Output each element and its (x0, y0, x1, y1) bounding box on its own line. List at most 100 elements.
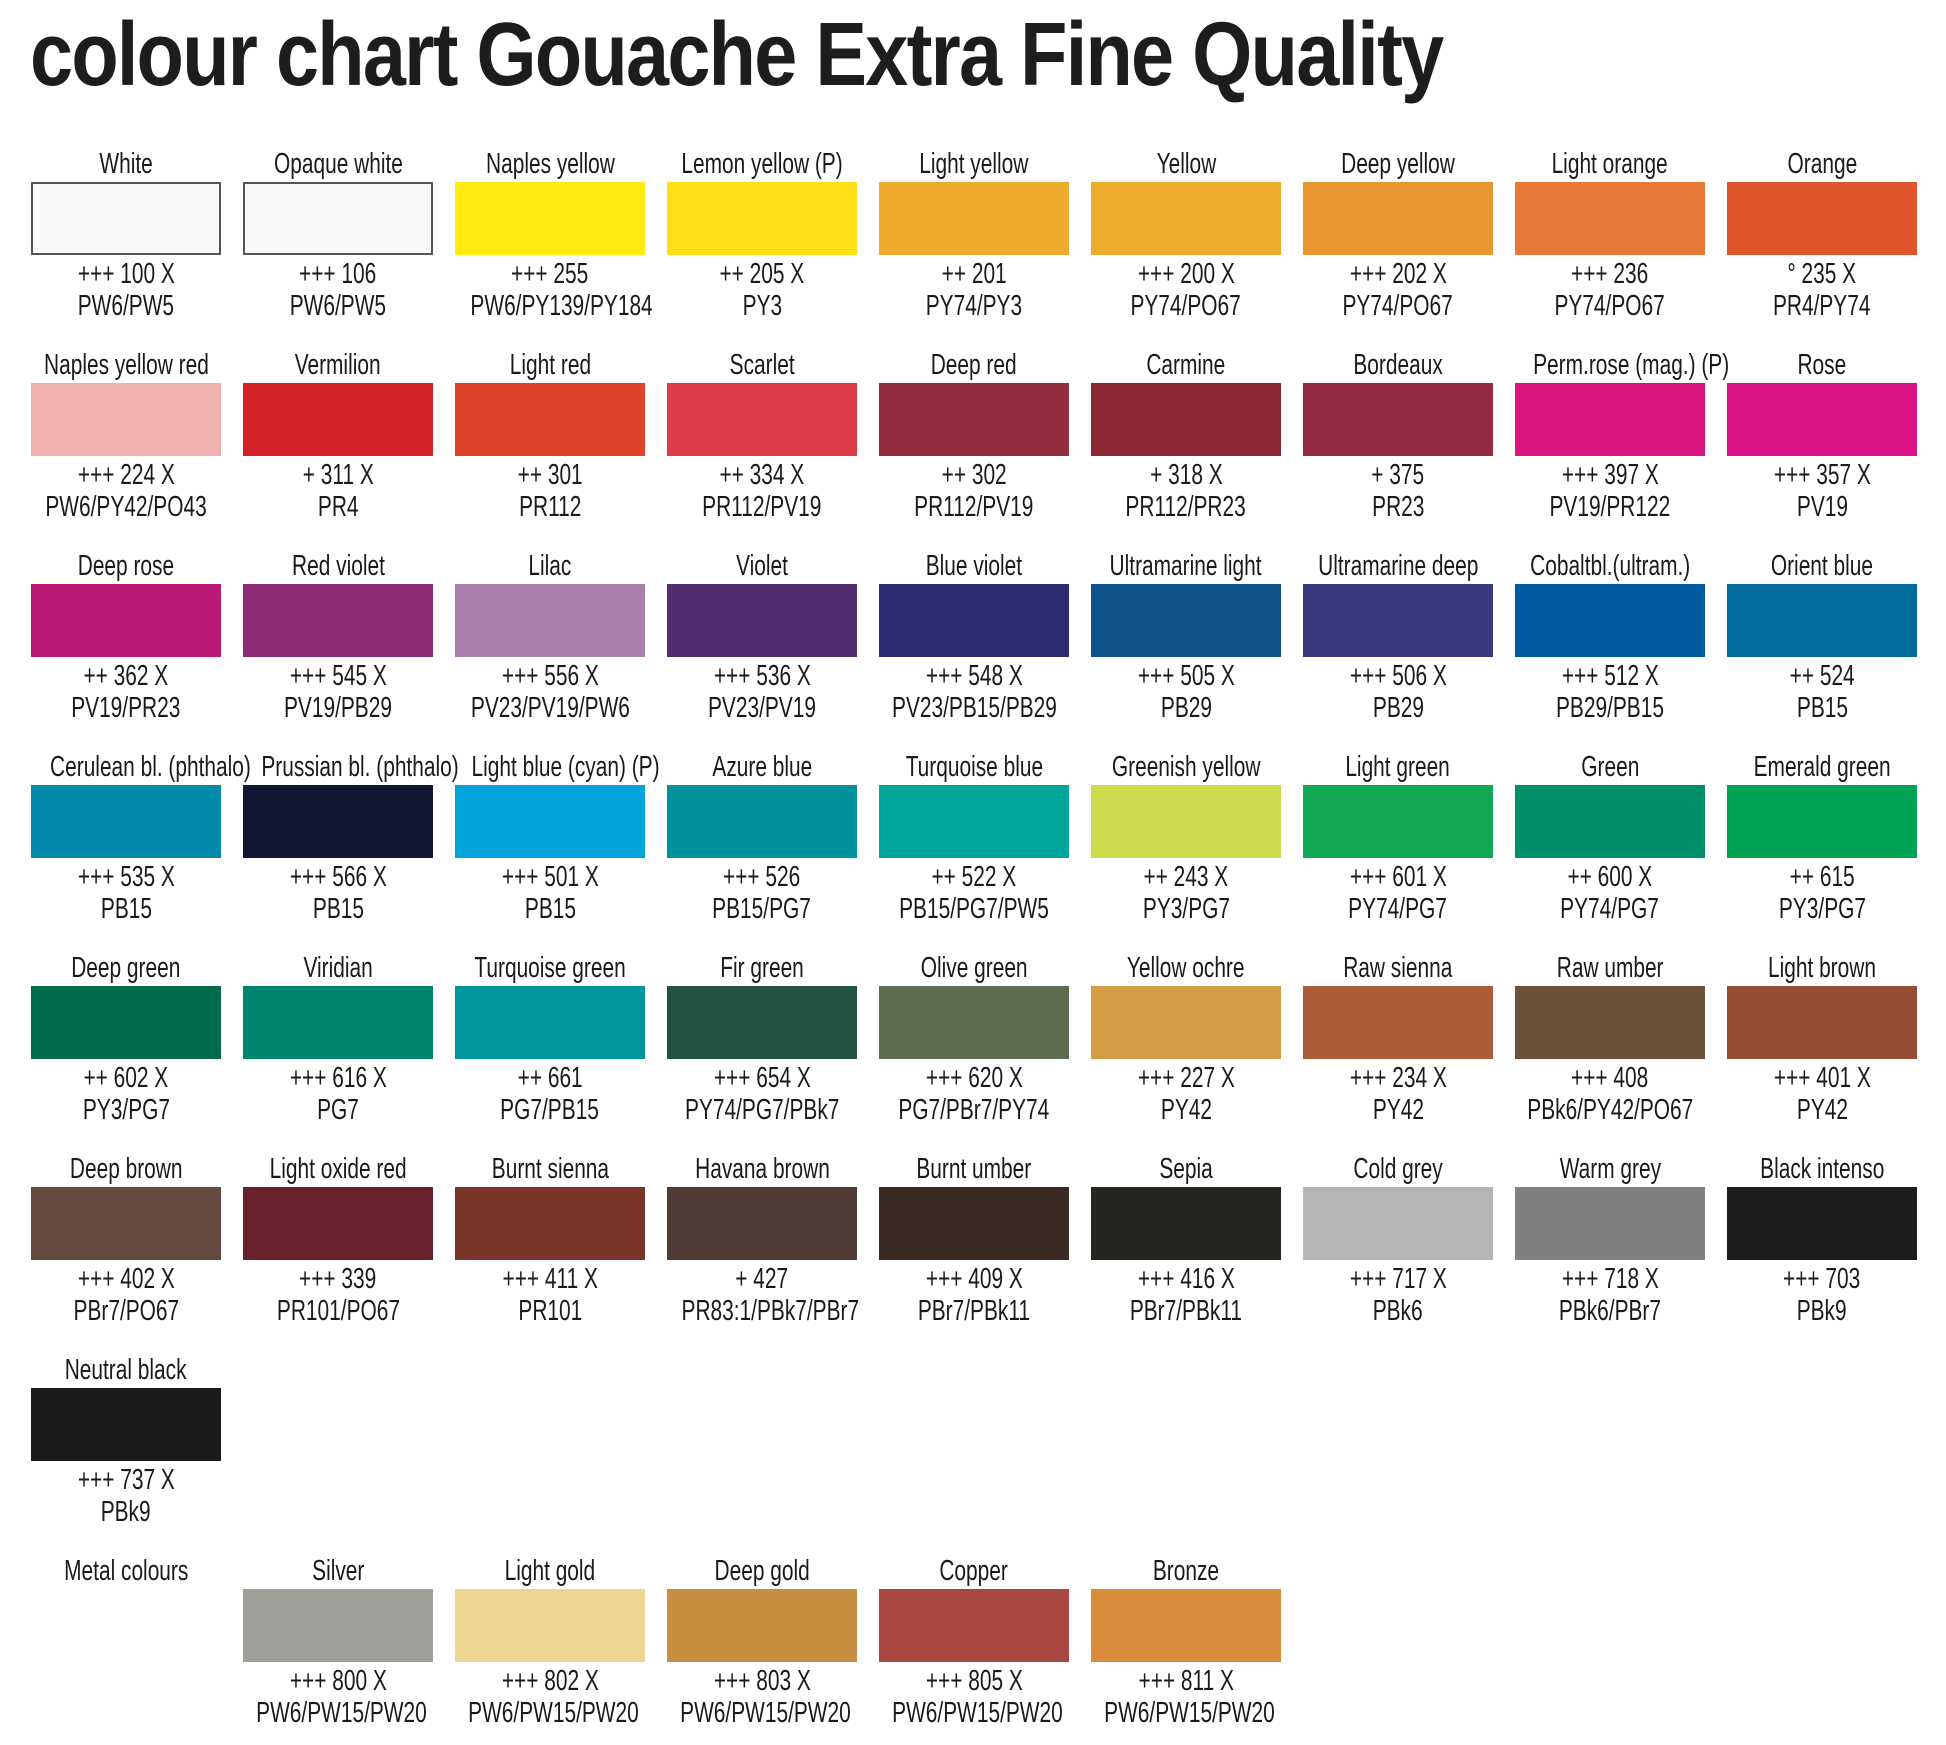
colour-swatch (1303, 182, 1493, 255)
colour-code-text: ++ 602 X (83, 1062, 169, 1094)
colour-name: Cold grey (1283, 1153, 1513, 1186)
pigment-codes-text: PY74/PG7 (1348, 893, 1448, 925)
colour-name-text: Naples yellow red (43, 349, 209, 381)
colour-swatch (1727, 584, 1917, 657)
colour-swatch-card: Green ++ 600 X PY74/PG7 (1515, 751, 1705, 941)
colour-name-text: Lilac (528, 550, 572, 582)
colour-code-text: ++ 243 X (1143, 861, 1229, 893)
colour-swatch (1303, 1187, 1493, 1260)
colour-swatch-card: Light brown +++ 401 X PY42 (1727, 952, 1917, 1142)
pigment-codes: PY74/PO67 (1495, 290, 1725, 323)
pigment-codes-text: PV19/PB29 (284, 692, 392, 724)
colour-swatch (879, 785, 1069, 858)
colour-code-text: +++ 505 X (1137, 660, 1235, 692)
colour-code: +++ 545 X (223, 660, 453, 693)
colour-swatch (31, 1388, 221, 1461)
colour-name: White (11, 148, 241, 181)
colour-swatch-card: Rose +++ 357 X PV19 (1727, 349, 1917, 539)
colour-code-text: +++ 601 X (1349, 861, 1447, 893)
colour-swatch (455, 1589, 645, 1662)
colour-name-text: Red violet (291, 550, 385, 582)
colour-code: ++ 522 X (859, 861, 1089, 894)
colour-name-text: Light oxide red (269, 1153, 407, 1185)
colour-swatch (1727, 986, 1917, 1059)
colour-swatch-card: Black intenso +++ 703 PBk9 (1727, 1153, 1917, 1343)
colour-swatch (455, 383, 645, 456)
pigment-codes-text: PB29 (1372, 692, 1424, 724)
colour-name: Neutral black (11, 1354, 241, 1387)
pigment-codes-text: PY74/PY3 (925, 290, 1023, 322)
pigment-codes-text: PW6/PW15/PW20 (680, 1697, 851, 1729)
pigment-codes: PR112/PV19 (647, 491, 877, 524)
colour-swatch-card: Orient blue ++ 524 PB15 (1727, 550, 1917, 740)
colour-name: Greenish yellow (1071, 751, 1301, 784)
colour-name-text: Vermilion (295, 349, 381, 381)
colour-swatch (1091, 182, 1281, 255)
colour-swatch (243, 182, 433, 255)
colour-swatch (1515, 785, 1705, 858)
colour-code: +++ 811 X (1071, 1665, 1301, 1698)
pigment-codes-text: PY3/PG7 (1778, 893, 1866, 925)
pigment-codes: PW6/PW15/PW20 (647, 1697, 877, 1730)
colour-name: Light yellow (859, 148, 1089, 181)
colour-name: Yellow ochre (1071, 952, 1301, 985)
colour-swatch-card: Raw umber +++ 408 PBk6/PY42/PO67 (1515, 952, 1705, 1142)
pigment-codes-text: PY74/PO67 (1342, 290, 1454, 322)
colour-code-text: +++ 106 (299, 258, 377, 290)
colour-name: Scarlet (647, 349, 877, 382)
colour-name: Light red (435, 349, 665, 382)
colour-swatch-card: Viridian +++ 616 X PG7 (243, 952, 433, 1142)
pigment-codes: PV19/PB29 (223, 692, 453, 725)
pigment-codes-text: PR23 (1371, 491, 1425, 523)
colour-swatch-card: Violet +++ 536 X PV23/PV19 (667, 550, 857, 740)
colour-swatch (31, 1187, 221, 1260)
colour-name: Light brown (1707, 952, 1937, 985)
colour-name: Light orange (1495, 148, 1725, 181)
pigment-codes-text: PB15 (1796, 692, 1848, 724)
colour-code-text: + 311 X (302, 459, 374, 491)
colour-name-text: Burnt umber (916, 1153, 1032, 1185)
colour-name-text: Silver (311, 1555, 365, 1587)
colour-swatch-card: Red violet +++ 545 X PV19/PB29 (243, 550, 433, 740)
pigment-codes: PW6/PY42/PO43 (11, 491, 241, 524)
pigment-codes-text: PW6/PW15/PW20 (892, 1697, 1063, 1729)
colour-code-text: ++ 522 X (931, 861, 1017, 893)
colour-name: Deep brown (11, 1153, 241, 1186)
colour-swatch (1303, 383, 1493, 456)
colour-swatch (1091, 1589, 1281, 1662)
colour-code: ++ 334 X (647, 459, 877, 492)
colour-swatch (1091, 986, 1281, 1059)
colour-code: +++ 718 X (1495, 1263, 1725, 1296)
colour-swatch-card: Olive green +++ 620 X PG7/PBr7/PY74 (879, 952, 1069, 1142)
colour-name-text: Scarlet (729, 349, 795, 381)
colour-swatch-card: Azure blue +++ 526 PB15/PG7 (667, 751, 857, 941)
colour-code: + 311 X (223, 459, 453, 492)
pigment-codes-text: PBr7/PBk11 (1129, 1295, 1243, 1327)
colour-swatch-card: Yellow ochre +++ 227 X PY42 (1091, 952, 1281, 1142)
colour-swatch (1091, 383, 1281, 456)
colour-name-text: Deep red (931, 349, 1017, 381)
colour-code: +++ 339 (223, 1263, 453, 1296)
pigment-codes: PB29 (1071, 692, 1301, 725)
colour-code: +++ 401 X (1707, 1062, 1937, 1095)
colour-code-text: +++ 616 X (289, 1062, 387, 1094)
colour-code-text: +++ 512 X (1561, 660, 1659, 692)
colour-swatch-card: Raw sienna +++ 234 X PY42 (1303, 952, 1493, 1142)
pigment-codes: PW6/PW15/PW20 (223, 1697, 453, 1730)
colour-swatch (31, 785, 221, 858)
colour-swatch-card: Bronze +++ 811 X PW6/PW15/PW20 (1091, 1555, 1281, 1745)
colour-swatch-card: Light yellow ++ 201 PY74/PY3 (879, 148, 1069, 338)
colour-code-text: +++ 202 X (1349, 258, 1447, 290)
colour-swatch (1515, 584, 1705, 657)
pigment-codes-text: PY74/PG7 (1560, 893, 1660, 925)
pigment-codes-text: PY3 (742, 290, 782, 322)
pigment-codes: PBr7/PBk11 (859, 1295, 1089, 1328)
colour-code: +++ 703 (1707, 1263, 1937, 1296)
pigment-codes: PR4/PY74 (1707, 290, 1937, 323)
pigment-codes: PW6/PY139/PY184 (435, 290, 665, 323)
colour-swatch-card: Bordeaux + 375 PR23 (1303, 349, 1493, 539)
colour-swatch-card: Light blue (cyan) (P) +++ 501 X PB15 (455, 751, 660, 941)
colour-swatch (1727, 182, 1917, 255)
colour-name-text: Deep gold (714, 1555, 810, 1587)
colour-name: Light green (1283, 751, 1513, 784)
